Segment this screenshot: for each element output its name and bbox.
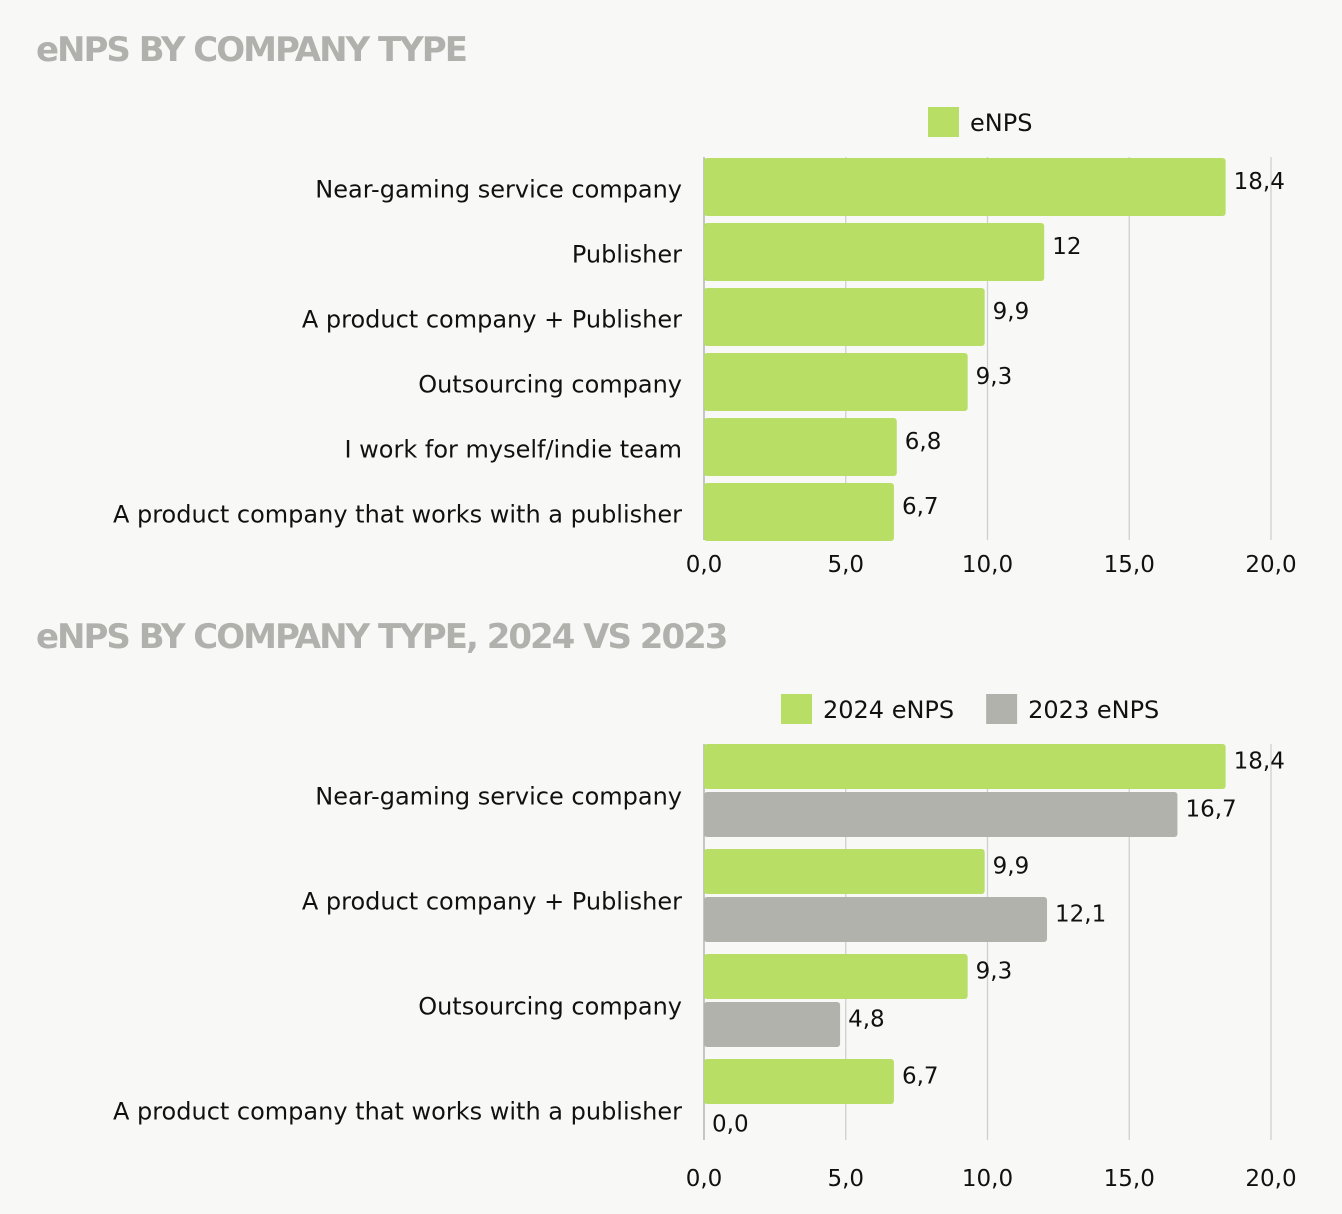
data-label: 9,3 [976, 364, 1013, 390]
bar [704, 353, 968, 411]
x-tick-label: 15,0 [1104, 552, 1155, 578]
bar [704, 223, 1045, 281]
bar [704, 1002, 841, 1047]
bar [704, 1059, 894, 1104]
data-label: 9,9 [993, 299, 1030, 325]
category-label: A product company + Publisher [302, 306, 682, 334]
chart1-title: eNPS BY COMPANY TYPE [36, 30, 468, 70]
chart1: 0,0 5,0 10,0 15,0 20,0 eNPS Near-gaming servic… [113, 107, 1297, 578]
category-label: Publisher [572, 241, 682, 269]
data-label: 9,3 [976, 959, 1013, 985]
legend-swatch [928, 107, 959, 137]
bar [704, 418, 897, 476]
legend-label: 2024 eNPS [823, 696, 954, 724]
category-label: A product company that works with a publ… [113, 1098, 682, 1126]
bar [704, 954, 968, 999]
x-tick-label: 10,0 [962, 552, 1013, 578]
category-label: Near-gaming service company [315, 783, 682, 811]
x-tick-label: 15,0 [1104, 1166, 1155, 1192]
data-label: 4,8 [848, 1007, 885, 1033]
bar [704, 744, 1226, 789]
bar [704, 897, 1048, 942]
category-label: Outsourcing company [418, 993, 682, 1021]
bar [704, 849, 985, 894]
x-tick-label: 20,0 [1245, 1166, 1296, 1192]
data-label: 18,4 [1234, 749, 1285, 775]
category-label: Outsourcing company [418, 371, 682, 399]
data-label: 16,7 [1185, 797, 1236, 823]
data-label: 6,7 [902, 494, 939, 520]
legend-swatch [781, 694, 812, 724]
data-label: 0,0 [712, 1112, 749, 1138]
legend-label: eNPS [970, 109, 1032, 137]
bar [704, 288, 985, 346]
chart2: 0,0 5,0 10,0 15,0 20,0 2024 eNPS 2023 eNPS Near… [113, 694, 1297, 1192]
data-label: 12 [1052, 234, 1081, 260]
bar [704, 158, 1226, 216]
legend-label: 2023 eNPS [1028, 696, 1159, 724]
data-label: 6,8 [905, 429, 942, 455]
chart2-title: eNPS BY COMPANY TYPE, 2024 VS 2023 [36, 617, 728, 657]
x-tick-label: 5,0 [827, 1166, 864, 1192]
legend-swatch [986, 694, 1018, 724]
category-label: Near-gaming service company [315, 176, 682, 204]
x-tick-label: 5,0 [827, 552, 864, 578]
x-tick-label: 20,0 [1245, 552, 1296, 578]
data-label: 6,7 [902, 1064, 939, 1090]
x-tick-label: 10,0 [962, 1166, 1013, 1192]
x-tick-label: 0,0 [686, 1166, 723, 1192]
data-label: 12,1 [1055, 902, 1106, 928]
category-label: I work for myself/indie team [344, 436, 682, 464]
data-label: 18,4 [1234, 169, 1285, 195]
bar [704, 483, 894, 541]
category-label: A product company + Publisher [302, 888, 682, 916]
bar [704, 792, 1178, 837]
data-label: 9,9 [993, 854, 1030, 880]
category-label: A product company that works with a publ… [113, 501, 682, 529]
x-tick-label: 0,0 [686, 552, 723, 578]
